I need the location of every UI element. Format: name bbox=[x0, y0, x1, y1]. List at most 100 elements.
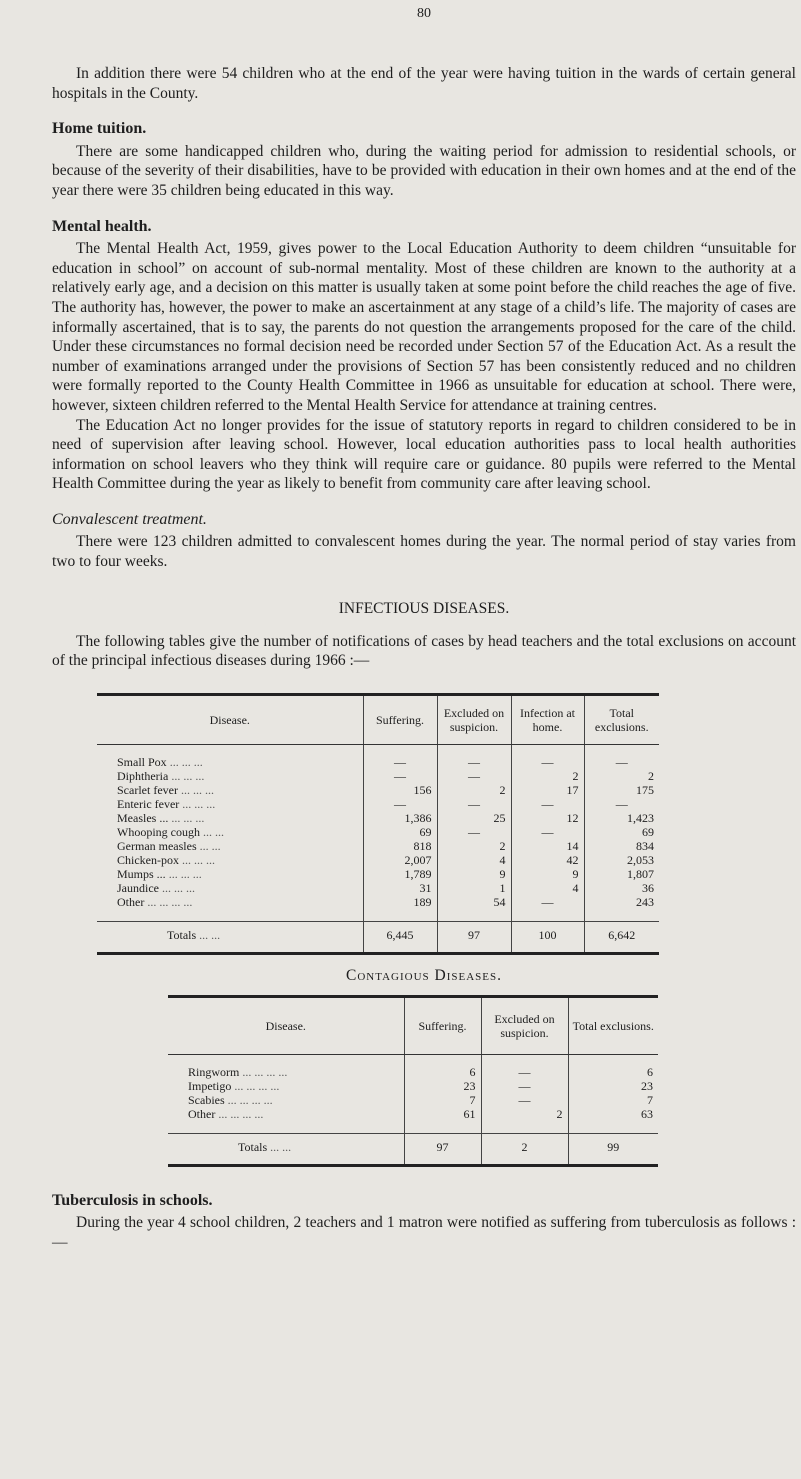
value-cell: — bbox=[362, 768, 437, 783]
value-cell: 36 bbox=[583, 880, 659, 895]
value-cell: 2 bbox=[480, 1106, 568, 1134]
disease-name: Whooping cough bbox=[117, 824, 200, 839]
value-cell: 2 bbox=[436, 838, 511, 853]
table-row: Jaundice ... ... ... 31 1 4 36 bbox=[97, 880, 659, 895]
value-cell: 156 bbox=[362, 782, 437, 797]
value-cell: 243 bbox=[583, 894, 659, 922]
leader-dots: ... ... ... ... bbox=[227, 1092, 273, 1107]
value-cell: 9 bbox=[436, 866, 511, 881]
value-cell: — bbox=[510, 744, 584, 769]
disease-cell: Enteric fever ... ... ... bbox=[97, 797, 363, 811]
value-cell: 9 bbox=[510, 866, 584, 881]
value-cell: 61 bbox=[403, 1106, 481, 1134]
disease-cell: Scarlet fever ... ... ... bbox=[97, 783, 363, 797]
col-suffering: Suffering. bbox=[362, 694, 437, 745]
value-cell: — bbox=[436, 796, 511, 811]
col-excluded: Excluded on suspicion. bbox=[436, 694, 511, 745]
value-cell: 2,053 bbox=[583, 852, 659, 867]
totals-value: 2 bbox=[480, 1132, 568, 1166]
value-cell: 54 bbox=[436, 894, 511, 922]
value-cell: — bbox=[436, 768, 511, 783]
value-cell: — bbox=[480, 1078, 568, 1093]
disease-name: Ringworm bbox=[188, 1064, 240, 1079]
table-row: Enteric fever ... ... ... — — — — bbox=[97, 796, 659, 811]
col-infection-home: Infection at home. bbox=[510, 694, 584, 745]
leader-dots: ... ... ... ... bbox=[242, 1064, 288, 1079]
leader-dots: ... ... ... ... bbox=[234, 1078, 280, 1093]
infectious-heading: INFECTIOUS DISEASES. bbox=[338, 599, 510, 617]
leader-dots: ... ... ... bbox=[171, 768, 205, 783]
totals-label-cell: Totals ... ... bbox=[97, 920, 363, 954]
col-excluded: Excluded on suspicion. bbox=[480, 996, 568, 1055]
leader-dots: ... ... bbox=[199, 927, 221, 942]
value-cell: 2 bbox=[583, 768, 659, 783]
table-row: Mumps ... ... ... ... 1,789 9 9 1,807 bbox=[97, 866, 659, 881]
value-cell: 12 bbox=[510, 810, 584, 825]
leader-dots: ... ... ... bbox=[182, 796, 216, 811]
value-cell: 6 bbox=[567, 1054, 658, 1079]
totals-value: 97 bbox=[436, 920, 511, 954]
col-total: Total exclusions. bbox=[583, 694, 659, 745]
home-tuition-text: There are some handicapped children who,… bbox=[52, 142, 796, 199]
value-cell: — bbox=[510, 824, 584, 839]
infectious-diseases-table: Disease. Suffering. Excluded on suspicio… bbox=[97, 692, 659, 955]
disease-name: Scarlet fever bbox=[117, 782, 178, 797]
table-row: Scabies ... ... ... ... 7—7 bbox=[168, 1092, 658, 1107]
table-row: Impetigo ... ... ... ... 23—23 bbox=[168, 1078, 658, 1093]
leader-dots: ... ... ... ... bbox=[147, 894, 193, 909]
value-cell: 42 bbox=[510, 852, 584, 867]
tuberculosis-text: During the year 4 school children, 2 tea… bbox=[52, 1214, 796, 1252]
disease-name: Measles ... bbox=[117, 810, 169, 825]
disease-cell: Scabies ... ... ... ... bbox=[168, 1093, 404, 1107]
disease-cell: Small Pox ... ... ... bbox=[97, 744, 363, 769]
table-row: German measles ... ... 818 2 14 834 bbox=[97, 838, 659, 853]
leader-dots: ... ... bbox=[270, 1139, 292, 1154]
value-cell: — bbox=[510, 796, 584, 811]
totals-row: Totals ... ... 6,445 97 100 6,642 bbox=[97, 920, 659, 954]
value-cell: — bbox=[583, 744, 659, 769]
value-cell: 63 bbox=[567, 1106, 658, 1134]
value-cell: 4 bbox=[510, 880, 584, 895]
value-cell: 2 bbox=[510, 768, 584, 783]
value-cell: — bbox=[436, 824, 511, 839]
convalescent-section: Convalescent treatment. There were 123 c… bbox=[52, 510, 796, 572]
intro-text: In addition there were 54 children who a… bbox=[52, 65, 796, 102]
leader-dots: ... ... ... bbox=[180, 782, 214, 797]
value-cell: 14 bbox=[510, 838, 584, 853]
disease-cell: Whooping cough ... ... bbox=[97, 825, 363, 839]
value-cell: 31 bbox=[362, 880, 437, 895]
value-cell: — bbox=[480, 1092, 568, 1107]
mental-health-section: Mental health. The Mental Health Act, 19… bbox=[52, 217, 796, 494]
disease-name: Impetigo bbox=[188, 1078, 232, 1093]
value-cell: 23 bbox=[567, 1078, 658, 1093]
contagious-heading: Contagious Diseases. bbox=[346, 966, 502, 984]
value-cell: 23 bbox=[403, 1078, 481, 1093]
disease-name: German measles bbox=[117, 838, 197, 853]
intro-paragraph: In addition there were 54 children who a… bbox=[52, 64, 796, 103]
value-cell: 25 bbox=[436, 810, 511, 825]
value-cell: 175 bbox=[583, 782, 659, 797]
value-cell: 189 bbox=[362, 894, 437, 922]
value-cell: 1,789 bbox=[362, 866, 437, 881]
disease-cell: Jaundice ... ... ... bbox=[97, 881, 363, 895]
table-row: Other ... ... ... ... 189 54—243 bbox=[97, 894, 659, 922]
contagious-diseases-table: Disease. Suffering. Excluded on suspicio… bbox=[168, 994, 658, 1167]
value-cell: 2 bbox=[436, 782, 511, 797]
totals-value: 6,642 bbox=[583, 920, 659, 954]
disease-cell: Impetigo ... ... ... ... bbox=[168, 1079, 404, 1093]
leader-dots: ... ... ... bbox=[169, 754, 203, 769]
disease-cell: Chicken-pox ... ... ... bbox=[97, 853, 363, 867]
mental-health-p2: The Education Act no longer provides for… bbox=[52, 416, 796, 493]
totals-label-cell: Totals ... ... bbox=[168, 1132, 404, 1166]
value-cell: 2,007 bbox=[362, 852, 437, 867]
value-cell: 1 bbox=[436, 880, 511, 895]
disease-name: Other bbox=[188, 1106, 216, 1121]
convalescent-text: There were 123 children admitted to conv… bbox=[52, 533, 796, 571]
page: 80 In addition there were 54 children wh… bbox=[52, 6, 796, 1252]
value-cell: 69 bbox=[362, 824, 437, 839]
home-tuition-section: Home tuition. There are some handicapped… bbox=[52, 119, 796, 200]
value-cell: 1,386 bbox=[362, 810, 437, 825]
value-cell: — bbox=[436, 744, 511, 769]
infectious-intro: The following tables give the number of … bbox=[52, 632, 796, 671]
totals-label: Totals bbox=[167, 927, 197, 942]
